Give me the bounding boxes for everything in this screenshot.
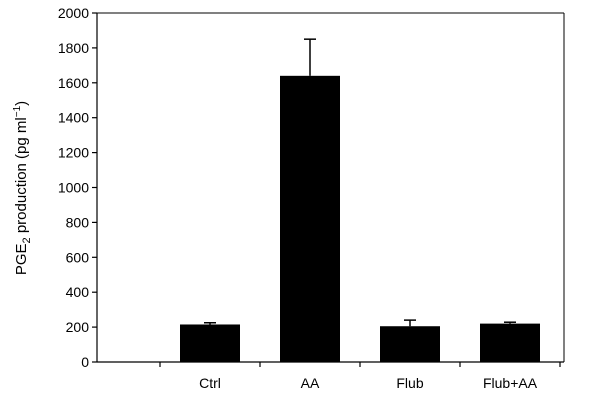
x-tick-label: Ctrl bbox=[199, 375, 221, 391]
y-axis-title-superscript: −1 bbox=[12, 105, 23, 117]
bar-aa bbox=[280, 75, 340, 362]
svg-text:PGE2 production (pg ml−1): PGE2 production (pg ml−1) bbox=[12, 101, 33, 275]
x-tick-label: Flub+AA bbox=[483, 375, 538, 391]
y-axis-title-subscript: 2 bbox=[21, 237, 33, 243]
x-tick-label: AA bbox=[301, 375, 320, 391]
y-tick-label: 1000 bbox=[58, 180, 89, 196]
y-tick-label: 0 bbox=[81, 354, 89, 370]
y-tick-label: 800 bbox=[66, 214, 90, 230]
y-tick-label: 200 bbox=[66, 319, 90, 335]
bar-flub bbox=[380, 326, 440, 362]
y-tick-label: 1600 bbox=[58, 75, 89, 91]
y-tick-label: 400 bbox=[66, 284, 90, 300]
x-tick-label: Flub bbox=[396, 375, 423, 391]
y-axis-title-main: PGE bbox=[13, 243, 30, 275]
y-tick-label: 600 bbox=[66, 249, 90, 265]
y-tick-label: 1800 bbox=[58, 40, 89, 56]
bar-ctrl bbox=[180, 324, 240, 362]
y-axis-title-rest: production (pg ml bbox=[13, 117, 30, 237]
y-tick-label: 1400 bbox=[58, 110, 89, 126]
plot-area: 0 200 400 600 800 1000 1200 1400 1600 1800 2000 Ctr… bbox=[58, 5, 565, 391]
y-axis-title: PGE2 production (pg ml−1) bbox=[12, 101, 33, 275]
bar-flub-aa bbox=[480, 323, 540, 362]
y-tick-label: 2000 bbox=[58, 5, 89, 21]
y-tick-label: 1200 bbox=[58, 145, 89, 161]
y-axis-title-end: ) bbox=[13, 101, 30, 106]
